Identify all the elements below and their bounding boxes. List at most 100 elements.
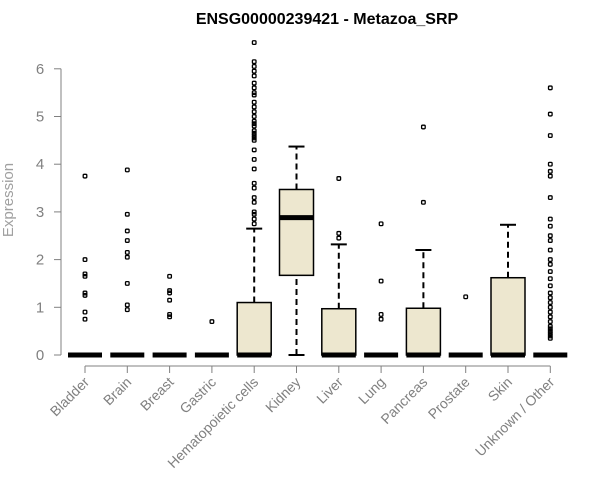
outlier-point <box>547 247 553 253</box>
outlier-point <box>251 211 257 217</box>
box-group-3 <box>194 319 229 358</box>
outlier-point <box>251 166 257 172</box>
outlier-point <box>547 326 553 332</box>
outlier-point <box>547 261 553 267</box>
x-tick-label-8: Pancreas <box>377 374 430 427</box>
outlier-point <box>420 124 426 130</box>
outlier-point <box>82 290 88 296</box>
box-iqr <box>490 276 526 356</box>
y-axis-label: Expression <box>0 163 17 237</box>
outlier-point <box>378 316 384 322</box>
outlier-point <box>251 133 257 139</box>
box-group-9 <box>448 294 483 358</box>
box-group-7 <box>364 221 399 358</box>
outlier-point <box>463 294 469 300</box>
x-tick-label-1: Brain <box>100 374 134 408</box>
y-tick-label-5: 5 <box>36 109 44 126</box>
outlier-point <box>547 257 553 263</box>
x-tick-label-7: Lung <box>355 374 388 407</box>
outlier-point <box>547 168 553 174</box>
box-group-5 <box>278 145 315 356</box>
outlier-point <box>124 211 130 217</box>
outlier-point <box>378 312 384 317</box>
outlier-point <box>82 316 88 322</box>
outlier-point <box>167 288 173 294</box>
x-tick-label-10: Skin <box>485 374 516 405</box>
x-tick-label-9: Prostate <box>425 374 473 422</box>
outlier-point <box>82 309 88 315</box>
y-tick-label-1: 1 <box>36 299 44 316</box>
y-tick-label-6: 6 <box>36 61 44 78</box>
box-group-6 <box>321 176 357 358</box>
outlier-point <box>251 199 257 205</box>
outlier-point <box>124 280 130 286</box>
chart-title: ENSG00000239421 - Metazoa_SRP <box>196 11 459 28</box>
outlier-point <box>124 238 130 243</box>
outlier-point <box>124 307 130 313</box>
outlier-point <box>209 319 215 325</box>
outlier-point <box>547 304 553 310</box>
x-tick-label-11: Unknown / Other <box>472 374 558 460</box>
outlier-point <box>547 173 553 179</box>
box-iqr <box>278 188 315 277</box>
x-tick-label-5: Kidney <box>262 374 304 416</box>
outlier-point <box>82 257 88 263</box>
box-group-10 <box>490 223 526 358</box>
box-iqr <box>236 301 272 356</box>
outlier-point <box>251 128 257 134</box>
outlier-point <box>547 328 553 334</box>
y-tick-label-4: 4 <box>36 156 44 173</box>
outlier-point <box>251 185 257 191</box>
outlier-point <box>251 68 257 74</box>
outlier-point <box>251 137 257 143</box>
outlier-point <box>251 73 257 79</box>
outlier-point <box>251 123 257 129</box>
x-tick-label-0: Bladder <box>47 374 93 420</box>
outlier-point <box>251 92 257 98</box>
outlier-point <box>547 111 553 117</box>
outlier-point <box>547 161 553 167</box>
y-tick-label-0: 0 <box>36 347 44 364</box>
outlier-point <box>167 314 173 320</box>
outlier-point <box>251 85 257 91</box>
outlier-point <box>547 216 553 222</box>
box-group-1 <box>110 167 145 358</box>
y-axis: 0 1 2 3 4 5 6 <box>36 61 62 364</box>
outlier-point <box>547 331 553 336</box>
outlier-point <box>547 133 553 139</box>
outlier-point <box>251 109 257 115</box>
box-group-2 <box>152 273 187 358</box>
box-group-4 <box>236 40 272 358</box>
outlier-point <box>378 221 384 227</box>
x-tick-label-6: Liver <box>313 374 346 407</box>
outlier-point <box>251 80 257 86</box>
outlier-point <box>251 130 257 136</box>
outlier-point <box>547 195 553 201</box>
outlier-point <box>82 273 88 279</box>
outlier-point <box>167 273 173 279</box>
outlier-point <box>251 135 257 141</box>
outlier-point <box>547 85 553 91</box>
outlier-point <box>124 249 130 255</box>
outlier-point <box>167 297 173 303</box>
outlier-point <box>547 233 553 239</box>
outlier-point <box>420 199 426 205</box>
outlier-point <box>336 235 342 241</box>
outlier-point <box>251 63 257 69</box>
outlier-point <box>336 230 342 236</box>
outlier-point <box>124 302 130 308</box>
outlier-point <box>547 295 553 301</box>
outlier-point <box>547 309 553 315</box>
box-group-0 <box>68 173 102 358</box>
box-group-11 <box>533 85 568 358</box>
outlier-point <box>547 269 553 274</box>
outlier-point <box>124 167 130 173</box>
boxes-group <box>68 40 568 358</box>
y-tick-label-2: 2 <box>36 252 44 269</box>
outlier-point <box>547 314 553 320</box>
outlier-point <box>547 319 553 325</box>
outlier-point <box>547 276 553 282</box>
box-group-8 <box>405 124 442 358</box>
outlier-point <box>124 254 130 260</box>
